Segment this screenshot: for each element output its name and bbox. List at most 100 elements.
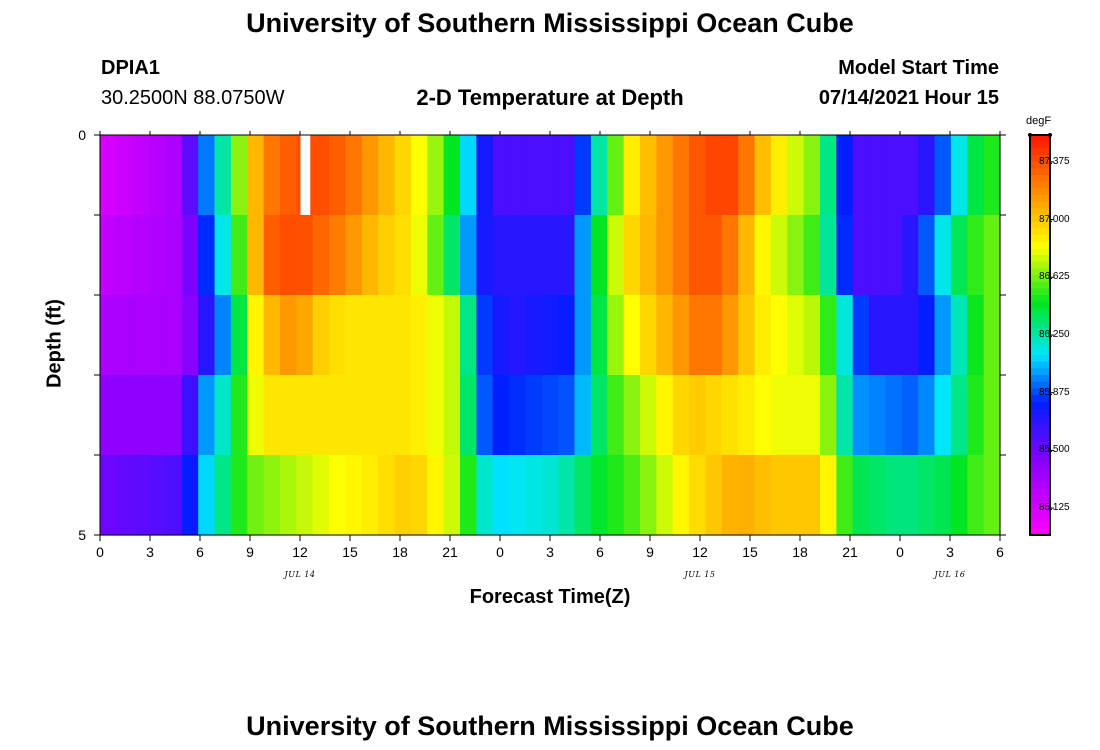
x-tick-label: 3 xyxy=(546,544,554,560)
colorbar-segment xyxy=(1030,188,1050,196)
heatmap-cell xyxy=(607,135,625,216)
x-tick-label: 12 xyxy=(292,544,308,560)
x-tick-label: 9 xyxy=(646,544,654,560)
heatmap-cell xyxy=(836,135,854,216)
heatmap-cell xyxy=(181,215,199,296)
heatmap-cell xyxy=(100,215,117,296)
heatmap-cell xyxy=(574,455,592,536)
colorbar-segment xyxy=(1030,228,1050,236)
heatmap-cell xyxy=(590,375,608,456)
heatmap-cell xyxy=(689,135,707,216)
colorbar-segment xyxy=(1030,255,1050,263)
heatmap-cell xyxy=(623,135,641,216)
heatmap-cell xyxy=(967,455,985,536)
y-axis-title: Depth (ft) xyxy=(43,299,66,388)
heatmap-cell xyxy=(901,215,919,296)
heatmap-cell xyxy=(312,295,330,376)
heatmap-cell xyxy=(640,135,657,216)
heatmap-cell xyxy=(263,215,281,296)
heatmap-cell xyxy=(869,295,887,376)
heatmap-cell xyxy=(770,455,788,536)
heatmap-cell xyxy=(427,295,445,376)
colorbar-segment xyxy=(1030,195,1050,203)
colorbar-segment xyxy=(1030,461,1050,469)
heatmap-cell xyxy=(623,455,641,536)
colorbar-segment xyxy=(1030,241,1050,249)
heatmap-cell xyxy=(394,375,412,456)
heatmap-cell xyxy=(574,375,592,456)
heatmap-cell xyxy=(509,455,527,536)
heatmap-cell xyxy=(263,295,281,376)
heatmap-cell xyxy=(476,455,494,536)
heatmap-cell xyxy=(280,135,297,216)
heatmap-cell xyxy=(410,295,428,376)
colorbar-tick-label: 85.125 xyxy=(1039,502,1070,514)
heatmap-cell xyxy=(198,295,216,376)
heatmap-cell xyxy=(983,215,1001,296)
heatmap-cell xyxy=(558,135,576,216)
heatmap-cell xyxy=(214,295,232,376)
heatmap-cell xyxy=(803,375,821,456)
colorbar-segment xyxy=(1030,348,1050,356)
heatmap-cell xyxy=(672,455,690,536)
colorbar-segment xyxy=(1030,355,1050,363)
heatmap-cell xyxy=(198,455,216,536)
heatmap-cell xyxy=(787,215,805,296)
heatmap-cell xyxy=(378,375,396,456)
heatmap-cell xyxy=(165,375,183,456)
x-tick-label: 9 xyxy=(246,544,254,560)
heatmap-cell xyxy=(492,375,510,456)
heatmap-cell xyxy=(836,215,854,296)
heatmap-cell xyxy=(607,215,625,296)
heatmap-cell xyxy=(820,295,837,376)
colorbar-segment xyxy=(1030,135,1050,143)
heatmap-cell xyxy=(525,295,543,376)
heatmap-cell xyxy=(787,455,805,536)
heatmap-cell xyxy=(672,135,690,216)
heatmap-cell xyxy=(247,215,265,296)
heatmap-cell xyxy=(410,215,428,296)
heatmap-cell xyxy=(492,295,510,376)
heatmap-cell xyxy=(427,215,445,296)
heatmap-cell xyxy=(918,375,936,456)
colorbar-tick-label: 86.625 xyxy=(1039,271,1070,283)
colorbar-segment xyxy=(1030,328,1050,336)
heatmap-cell xyxy=(410,375,428,456)
heatmap-cell xyxy=(901,455,919,536)
x-tick-label: 0 xyxy=(96,544,104,560)
heatmap-cell xyxy=(312,135,330,216)
heatmap-cell xyxy=(230,295,248,376)
heatmap-cell xyxy=(656,215,674,296)
heatmap-cell xyxy=(296,295,314,376)
heatmap-cell xyxy=(574,135,592,216)
heatmap-cell xyxy=(885,135,903,216)
heatmap-cell xyxy=(770,375,788,456)
colorbar-segment xyxy=(1030,501,1050,509)
heatmap-cell xyxy=(754,215,772,296)
colorbar-segment xyxy=(1030,515,1050,523)
date-label: JUL 14 xyxy=(284,570,316,579)
colorbar-segment xyxy=(1030,468,1050,476)
heatmap-cell xyxy=(803,295,821,376)
heatmap-cell xyxy=(590,135,608,216)
colorbar-segment xyxy=(1030,175,1050,183)
colorbar-segment xyxy=(1030,141,1050,149)
colorbar-segment xyxy=(1030,168,1050,176)
heatmap-cell xyxy=(934,375,952,456)
x-tick-label: 15 xyxy=(742,544,758,560)
x-tick-label: 0 xyxy=(896,544,904,560)
colorbar-segment xyxy=(1030,508,1050,516)
heatmap-cell xyxy=(149,375,167,456)
heatmap-cell xyxy=(476,375,494,456)
heatmap-cell xyxy=(820,375,837,456)
station-coords: 30.2500N 88.0750W xyxy=(101,87,285,109)
colorbar-segment xyxy=(1030,481,1050,489)
heatmap-cell xyxy=(721,375,739,456)
heatmap-cell xyxy=(427,135,445,216)
heatmap-cell xyxy=(280,295,297,376)
x-tick-label: 18 xyxy=(792,544,808,560)
heatmap-cell xyxy=(214,215,232,296)
x-tick-label: 6 xyxy=(196,544,204,560)
heatmap-cell xyxy=(427,375,445,456)
colorbar-segment xyxy=(1030,395,1050,403)
